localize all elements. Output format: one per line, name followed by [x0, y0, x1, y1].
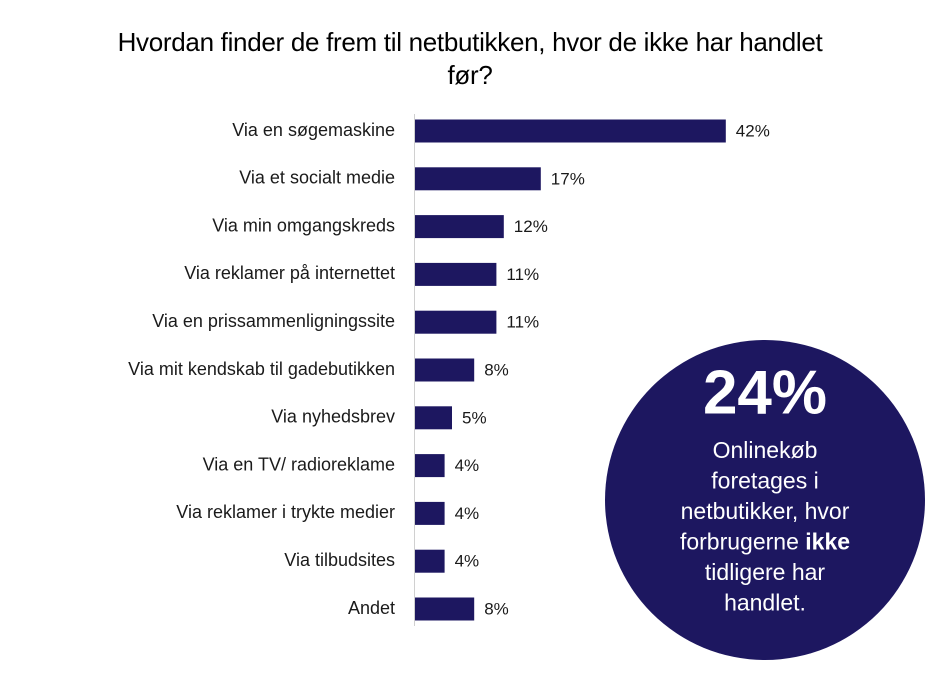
value-label: 11% — [506, 265, 539, 284]
annotation-text: netbutikker, hvor — [681, 498, 850, 524]
category-label: Via et socialt medie — [239, 168, 395, 188]
category-label: Via mit kendskab til gadebutikken — [128, 359, 395, 379]
category-label: Via tilbudsites — [284, 550, 395, 570]
value-label: 4% — [455, 552, 480, 571]
value-label: 8% — [484, 360, 509, 379]
annotation-text: Onlinekøb — [713, 437, 818, 463]
value-label: 42% — [736, 121, 770, 140]
annotation-text-part: forbrugerne — [680, 529, 799, 555]
value-label: 4% — [455, 456, 480, 475]
bar — [415, 597, 475, 621]
category-label: Via min omgangskreds — [212, 215, 395, 235]
annotation-headline: 24% — [703, 358, 827, 427]
value-label: 5% — [462, 408, 487, 427]
category-label: Via nyhedsbrev — [271, 407, 395, 427]
value-label: 8% — [484, 599, 509, 618]
category-label: Via reklamer i trykte medier — [176, 502, 395, 522]
annotation-text: foretages i — [711, 468, 818, 494]
bar — [415, 167, 541, 191]
annotation-text: forbrugerne ikke — [680, 529, 850, 555]
bar — [415, 119, 726, 143]
annotation-emphasis: ikke — [805, 529, 850, 555]
category-label: Via en søgemaskine — [232, 120, 395, 140]
bar — [415, 215, 504, 239]
category-label: Via reklamer på internettet — [184, 263, 395, 283]
bar — [415, 262, 497, 286]
bar — [415, 549, 445, 573]
category-label: Andet — [348, 598, 395, 618]
bar — [415, 406, 452, 430]
bar — [415, 454, 445, 478]
chart-title: Hvordan finder de frem til netbutikken, … — [117, 27, 823, 90]
bar — [415, 358, 475, 382]
value-label: 12% — [514, 217, 548, 236]
value-label: 11% — [506, 313, 539, 332]
category-label: Via en prissammenligningssite — [152, 311, 395, 331]
annotation-text: tidligere har — [705, 559, 826, 585]
annotation-text: handlet. — [724, 590, 806, 616]
value-label: 4% — [455, 504, 480, 523]
annotation-circle — [605, 340, 925, 660]
bar — [415, 310, 497, 334]
category-label: Via en TV/ radioreklame — [203, 454, 395, 474]
value-label: 17% — [551, 169, 585, 188]
bar — [415, 501, 445, 525]
